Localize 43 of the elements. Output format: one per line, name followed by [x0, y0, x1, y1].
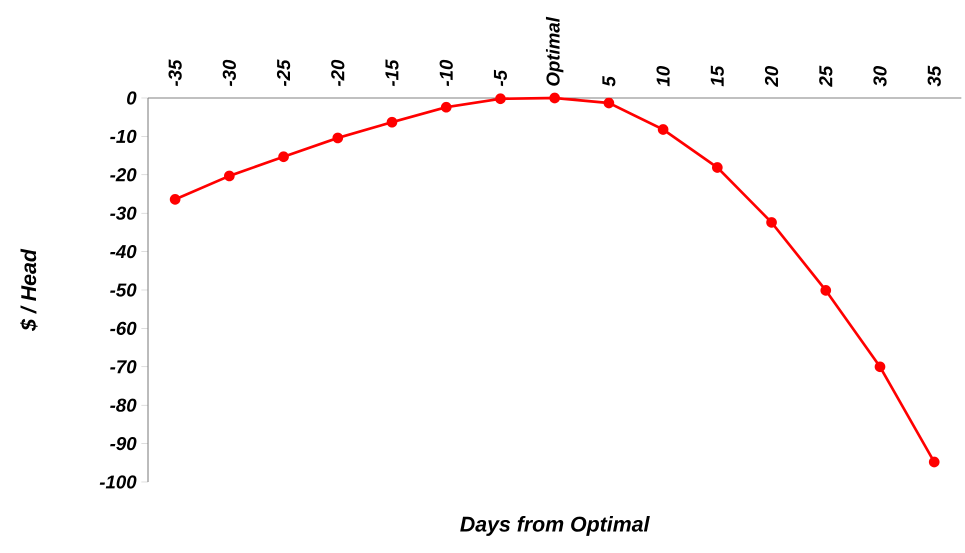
y-tick-label: -30	[110, 206, 136, 220]
y-tick-label: 0	[127, 91, 136, 105]
x-tick-label: 10	[656, 66, 670, 86]
x-tick-label: 35	[928, 66, 941, 86]
point	[278, 151, 289, 162]
point	[658, 124, 668, 135]
point	[224, 170, 235, 182]
x-tick-label: 30	[873, 66, 887, 86]
y-tick-label: -100	[100, 475, 136, 489]
y-tick-label: -20	[110, 168, 136, 182]
x-tick-label: 25	[819, 66, 832, 87]
y-tick-label: -80	[110, 398, 136, 412]
point	[604, 98, 614, 108]
x-tick-label: -35	[168, 59, 182, 86]
x-tick-label: -25	[276, 59, 290, 86]
point	[495, 93, 506, 104]
y-axis-title: $ / Head	[20, 248, 38, 331]
point	[928, 456, 940, 468]
x-tick-label: -10	[440, 60, 453, 86]
point	[386, 116, 398, 128]
y-tick-label: -60	[110, 322, 136, 336]
y-tick-label: -40	[110, 244, 136, 258]
x-tick-label: -5	[494, 70, 507, 86]
x-tick-label: Optimal	[546, 16, 564, 86]
point	[332, 132, 344, 144]
y-tick-label: -70	[110, 360, 136, 374]
x-tick-label: 20	[764, 66, 778, 87]
point	[712, 162, 723, 173]
x-tick-label: -30	[222, 60, 236, 86]
point	[820, 285, 832, 296]
point	[170, 194, 180, 205]
point	[440, 102, 452, 113]
x-tick-label: 5	[602, 76, 616, 86]
x-axis-title: Days from Optimal	[460, 516, 650, 536]
y-tick-label: -90	[110, 436, 136, 450]
x-tick-label: -20	[331, 60, 344, 86]
point	[874, 361, 886, 372]
point	[766, 217, 777, 228]
x-tick-label: 15	[710, 66, 724, 86]
y-tick-label: -10	[110, 130, 136, 144]
y-tick-label: -50	[110, 283, 136, 297]
x-tick-label: -15	[385, 59, 399, 86]
point	[549, 92, 560, 104]
